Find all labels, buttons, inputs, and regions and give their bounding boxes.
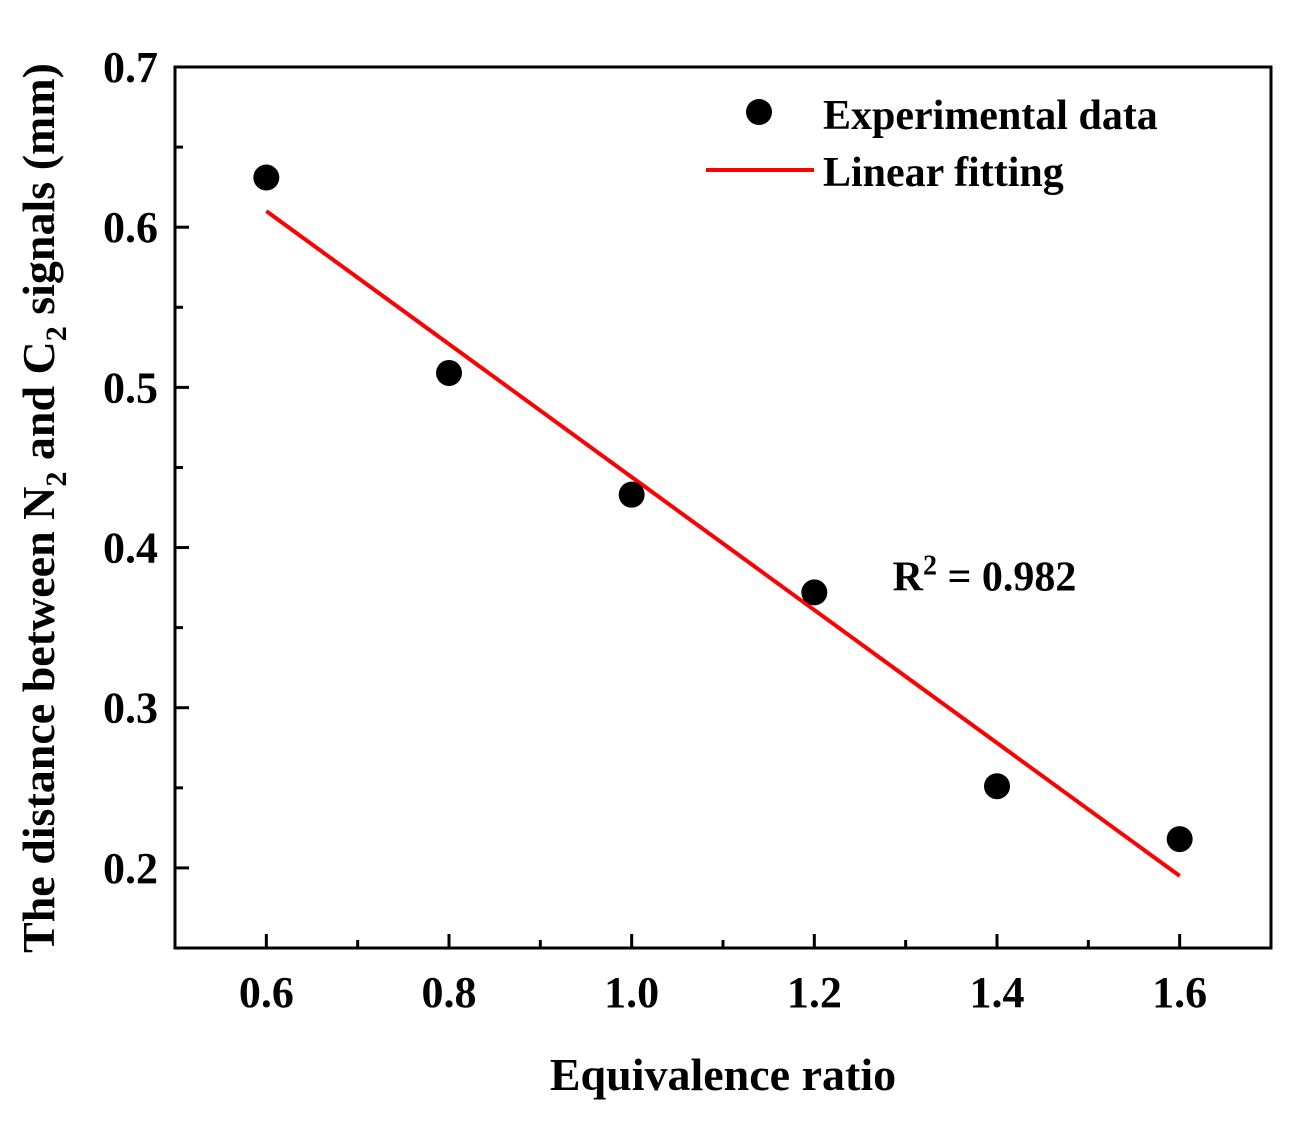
y-axis-title-prefix: The distance between N [13, 487, 64, 953]
legend-label-experimental: Experimental data [823, 93, 1158, 139]
legend: Experimental data Linear fitting [706, 93, 1158, 196]
y-tick-label: 0.7 [103, 43, 158, 92]
x-axis: 0.6 0.8 1.0 1.2 1.4 1.6 [239, 934, 1207, 1017]
x-tick-label: 1.0 [604, 968, 659, 1017]
data-point [436, 359, 462, 386]
r-squared-base: R [893, 555, 924, 601]
plot-frame [173, 65, 1273, 950]
x-tick-label: 1.6 [1152, 968, 1207, 1017]
y-tick-label: 0.6 [103, 203, 158, 252]
y-axis-title-sub1: 2 [40, 472, 73, 487]
y-axis-title-middle: and C [13, 341, 64, 471]
y-tick-label: 0.3 [103, 684, 158, 733]
data-point [253, 164, 280, 191]
y-tick-label: 0.2 [103, 844, 158, 893]
x-tick-label: 1.4 [970, 968, 1025, 1017]
linear-fit-line [265, 209, 1181, 878]
r-squared-value: = 0.982 [937, 555, 1076, 601]
y-tick-label: 0.4 [103, 524, 158, 573]
series-layer [253, 164, 1193, 878]
x-tick-label: 0.8 [422, 968, 477, 1017]
legend-label-linear-fitting: Linear fitting [823, 150, 1064, 196]
legend-marker-experimental [746, 99, 772, 125]
y-axis: 0.2 0.3 0.4 0.5 0.6 0.7 [103, 43, 189, 893]
y-axis-title-suffix: signals (mm) [13, 63, 64, 326]
x-axis-title: Equivalence ratio [550, 1049, 896, 1100]
r-squared-annotation: R2 = 0.982 [893, 551, 1077, 601]
data-point [801, 579, 828, 606]
x-tick-label: 1.2 [787, 968, 842, 1017]
x-tick-label: 0.6 [239, 968, 294, 1017]
y-axis-title: The distance between N2 and C2 signals (… [13, 63, 73, 953]
data-point [618, 481, 645, 508]
y-axis-title-sub2: 2 [40, 326, 73, 341]
y-tick-label: 0.5 [103, 363, 158, 412]
data-point [1166, 826, 1193, 853]
data-point [984, 773, 1010, 800]
r-squared-superscript: 2 [923, 551, 937, 582]
